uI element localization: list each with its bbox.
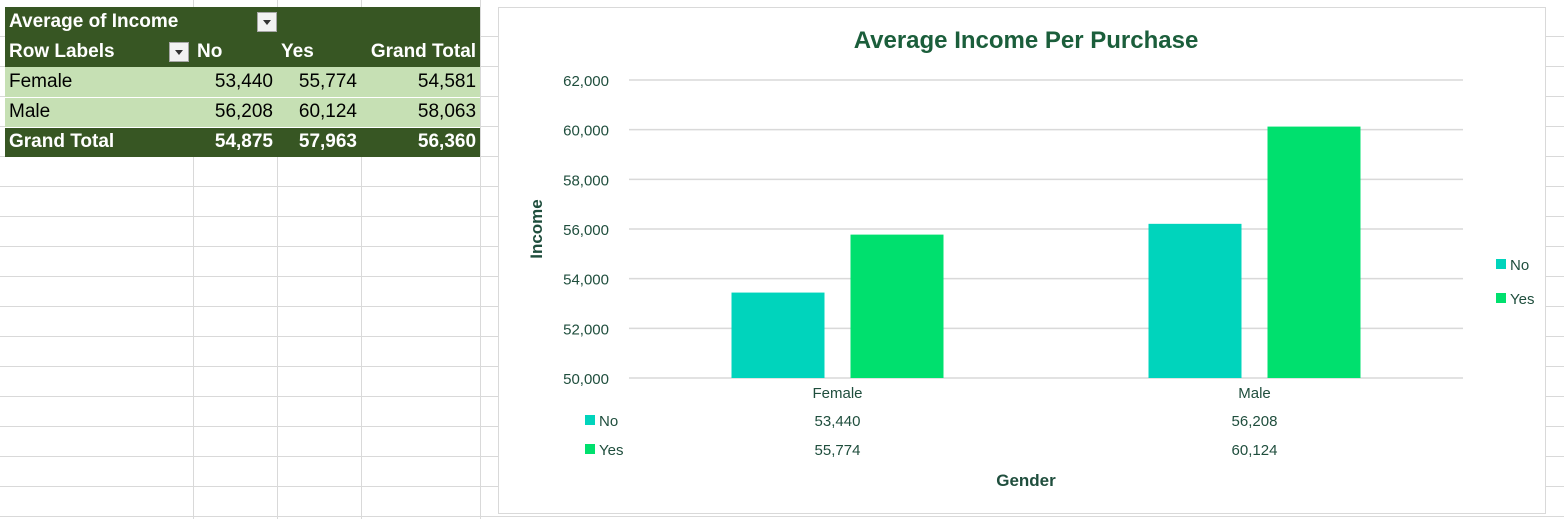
x-axis-title: Gender bbox=[996, 471, 1056, 490]
grand-total-row[interactable]: Grand Total 54,875 57,963 56,360 bbox=[5, 127, 481, 157]
data-table-value: 53,440 bbox=[815, 413, 861, 430]
pivot-header-row-1: Average of Income bbox=[5, 7, 481, 37]
y-tick-label: 60,000 bbox=[563, 123, 609, 140]
y-tick-label: 50,000 bbox=[563, 371, 609, 388]
data-table-value: 60,124 bbox=[1232, 442, 1278, 459]
cell-total: 54,581 bbox=[361, 67, 481, 98]
bar bbox=[731, 292, 825, 378]
bar bbox=[850, 234, 944, 378]
legend-swatch bbox=[1496, 259, 1506, 269]
cell-no: 56,208 bbox=[193, 97, 277, 128]
data-table-legend-key bbox=[585, 444, 595, 454]
y-tick-label: 52,000 bbox=[563, 321, 609, 338]
y-tick-label: 58,000 bbox=[563, 172, 609, 189]
grand-total-total: 56,360 bbox=[361, 127, 481, 157]
y-tick-label: 62,000 bbox=[563, 73, 609, 90]
grand-total-label: Grand Total bbox=[5, 127, 193, 157]
grand-total-no: 54,875 bbox=[193, 127, 277, 157]
row-label: Male bbox=[5, 97, 193, 128]
table-row[interactable]: Male 56,208 60,124 58,063 bbox=[5, 97, 481, 128]
data-table-value: 55,774 bbox=[815, 442, 861, 459]
bar bbox=[1267, 126, 1361, 378]
value-field-cell: Average of Income bbox=[5, 7, 481, 37]
grand-total-yes: 57,963 bbox=[277, 127, 361, 157]
data-table-legend-key bbox=[585, 415, 595, 425]
value-filter-dropdown-icon[interactable] bbox=[257, 12, 278, 32]
col-yes-header: Yes bbox=[277, 37, 361, 67]
pivot-table: Average of Income Row Labels No Yes Gran… bbox=[5, 7, 481, 157]
cell-no: 53,440 bbox=[193, 67, 277, 98]
legend-label: Yes bbox=[1510, 291, 1534, 308]
row-labels-filter-icon[interactable] bbox=[169, 42, 189, 62]
chart-title: Average Income Per Purchase bbox=[854, 27, 1199, 54]
legend-label: No bbox=[1510, 257, 1529, 274]
row-label: Female bbox=[5, 67, 193, 98]
col-total-header: Grand Total bbox=[361, 37, 481, 67]
y-axis-title: Income bbox=[527, 199, 546, 259]
row-labels-header: Row Labels bbox=[5, 37, 193, 67]
y-tick-label: 54,000 bbox=[563, 272, 609, 289]
chart-area[interactable]: Average Income Per Purchase 50,000 52,000 5… bbox=[498, 7, 1546, 514]
row-labels-text: Row Labels bbox=[9, 41, 115, 62]
cell-total: 58,063 bbox=[361, 97, 481, 128]
cell-yes: 55,774 bbox=[277, 67, 361, 98]
cell-yes: 60,124 bbox=[277, 97, 361, 128]
y-tick-label: 56,000 bbox=[563, 222, 609, 239]
pivot-header-row-2: Row Labels No Yes Grand Total bbox=[5, 37, 481, 67]
data-table-value: 56,208 bbox=[1232, 413, 1278, 430]
data-table-series-label: Yes bbox=[599, 442, 623, 459]
legend-swatch bbox=[1496, 293, 1506, 303]
data-table-series-label: No bbox=[599, 413, 618, 430]
x-category-label: Male bbox=[1238, 385, 1271, 402]
col-no-header: No bbox=[193, 37, 277, 67]
bar bbox=[1148, 223, 1242, 378]
chart-svg: Average Income Per Purchase 50,000 52,000 5… bbox=[527, 27, 1534, 490]
value-field-label: Average of Income bbox=[9, 11, 179, 32]
x-category-label: Female bbox=[812, 385, 862, 402]
table-row[interactable]: Female 53,440 55,774 54,581 bbox=[5, 67, 481, 98]
